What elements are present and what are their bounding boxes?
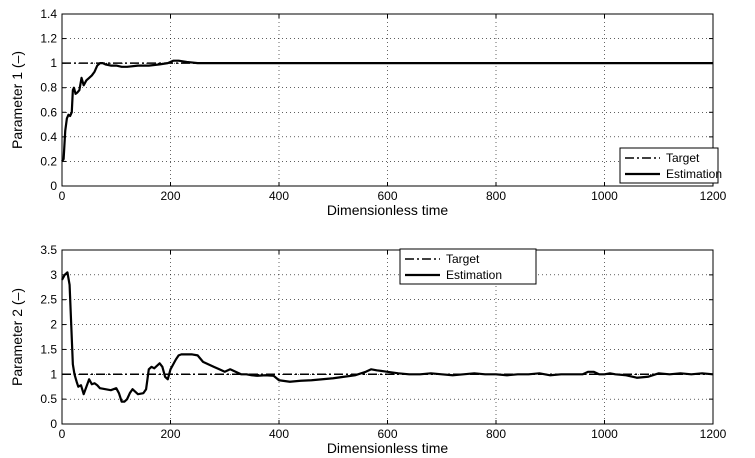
- x-tick-label: 1000: [591, 427, 618, 441]
- y-axis-label: Parameter 1 (–): [9, 51, 25, 149]
- y-tick-label: 3: [50, 268, 57, 282]
- legend-label-target: Target: [446, 252, 480, 266]
- y-tick-label: 0.5: [40, 392, 57, 406]
- x-tick-label: 400: [269, 189, 289, 203]
- x-tick-label: 200: [160, 427, 180, 441]
- chart-parameter-2: 0 200 400 600 800 1000 1200 0 0.5 1 1.5 2 2.5 3 3.5 Dim…: [9, 243, 727, 456]
- y-tick-label: 1.4: [40, 7, 57, 21]
- y-tick-label: 0.4: [40, 130, 57, 144]
- legend-box: [399, 248, 537, 285]
- x-tick-label: 800: [486, 427, 506, 441]
- x-tick-label: 200: [160, 189, 180, 203]
- x-tick-label: 400: [269, 427, 289, 441]
- series-estimation-line: [61, 271, 714, 403]
- y-tick-label: 0: [50, 179, 57, 193]
- plot-frame: [61, 13, 714, 187]
- x-tick-label: 0: [59, 189, 66, 203]
- y-tick-label: 1.5: [40, 342, 57, 356]
- x-tick-label: 1000: [591, 189, 618, 203]
- x-tick-label: 0: [59, 427, 66, 441]
- x-tick-label: 600: [377, 427, 397, 441]
- y-tick-label: 0.8: [40, 81, 57, 95]
- y-tick-label: 2.5: [40, 293, 57, 307]
- y-tick-label: 2: [50, 318, 57, 332]
- x-tick-label: 600: [377, 189, 397, 203]
- x-tick-label: 800: [486, 189, 506, 203]
- x-tick-label: 1200: [700, 427, 727, 441]
- y-tick-label: 0.2: [40, 154, 57, 168]
- plot-frame: [61, 249, 714, 425]
- legend: Target Estimation: [619, 147, 722, 184]
- legend: Target Estimation: [399, 248, 537, 285]
- legend-label-estimation: Estimation: [446, 268, 502, 282]
- y-tick-label: 0: [50, 417, 57, 431]
- x-axis-label: Dimensionless time: [327, 440, 449, 456]
- chart-parameter-1: 0 200 400 600 800 1000 1200 0 0.2 0.4 0.6 0.8 1 1.2 1.…: [9, 7, 727, 218]
- y-tick-label: 3.5: [40, 243, 57, 257]
- y-axis-label: Parameter 2 (–): [9, 288, 25, 386]
- x-axis-label: Dimensionless time: [327, 202, 449, 218]
- y-tick-label: 0.6: [40, 105, 57, 119]
- legend-box: [619, 147, 719, 184]
- y-tick-label: 1: [50, 367, 57, 381]
- y-tick-label: 1: [50, 56, 57, 70]
- x-tick-label: 1200: [700, 189, 727, 203]
- series-estimation-line: [61, 59, 713, 163]
- legend-label-target: Target: [666, 151, 700, 165]
- y-tick-label: 1.2: [40, 32, 57, 46]
- legend-label-estimation: Estimation: [666, 167, 722, 181]
